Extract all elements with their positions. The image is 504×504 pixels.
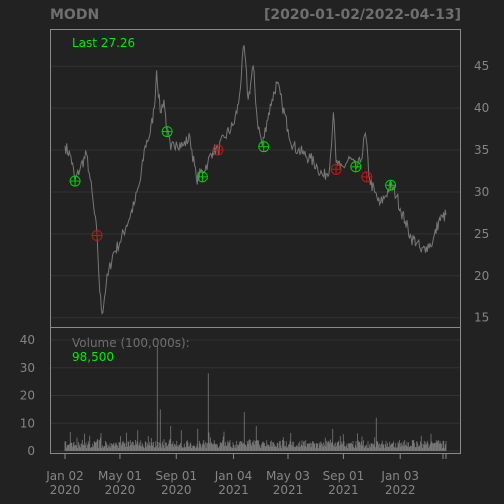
sell-signal-marker xyxy=(361,171,373,183)
volume-tick-label: 30 xyxy=(20,361,35,375)
date-tick-label-month: Jan 04 xyxy=(214,469,253,483)
price-tick-label: 45 xyxy=(474,59,489,73)
price-gridlines xyxy=(51,65,460,319)
sell-signal-marker xyxy=(212,144,224,156)
date-tick-label-month: Jan 02 xyxy=(45,469,84,483)
date-tick-label-month: Sep 01 xyxy=(155,469,197,483)
date-tick-label-month: May 01 xyxy=(98,469,142,483)
date-tick-label-year: 2021 xyxy=(273,483,304,497)
buy-signal-marker xyxy=(69,175,81,187)
price-axis: 15 20 25 30 35 40 45 xyxy=(474,59,489,325)
price-tick-label: 15 xyxy=(474,311,489,325)
price-tick-label: 30 xyxy=(474,185,489,199)
price-line xyxy=(64,45,447,315)
chart-title: MODN xyxy=(50,7,99,23)
buy-signal-marker xyxy=(350,161,362,173)
buy-signal-marker xyxy=(196,171,208,183)
volume-tick-label: 10 xyxy=(20,416,35,430)
date-tick-label-month: May 03 xyxy=(266,469,310,483)
signal-markers xyxy=(69,126,397,242)
price-panel xyxy=(50,29,461,328)
price-tick-label: 25 xyxy=(474,227,489,241)
last-price-label: Last 27.26 xyxy=(72,36,135,50)
date-tick-label-year: 2020 xyxy=(50,483,81,497)
buy-signal-marker xyxy=(161,126,173,138)
date-tick-label-year: 2021 xyxy=(328,483,359,497)
buy-signal-marker xyxy=(258,141,270,153)
price-tick-label: 35 xyxy=(474,143,489,157)
volume-tick-label: 0 xyxy=(27,444,35,458)
date-tick-label-month: Jan 03 xyxy=(380,469,419,483)
price-tick-label: 20 xyxy=(474,269,489,283)
sell-signal-marker xyxy=(330,163,342,175)
volume-axis: 0 10 20 30 40 xyxy=(20,333,35,458)
date-tick-label-month: Sep 01 xyxy=(323,469,365,483)
volume-tick-label: 40 xyxy=(20,333,35,347)
volume-title: Volume (100,000s): xyxy=(72,336,190,350)
volume-last-value: 98,500 xyxy=(72,350,114,364)
buy-signal-marker xyxy=(385,179,397,191)
volume-panel xyxy=(50,327,461,454)
date-tick-label-year: 2022 xyxy=(385,483,416,497)
date-range: [2020-01-02/2022-04-13] xyxy=(264,7,461,23)
date-tick-label-year: 2020 xyxy=(161,483,192,497)
sell-signal-marker xyxy=(91,230,103,242)
date-tick-label-year: 2020 xyxy=(105,483,136,497)
volume-bars xyxy=(64,345,447,451)
price-tick-label: 40 xyxy=(474,101,489,115)
date-tick-label-year: 2021 xyxy=(218,483,249,497)
volume-tick-label: 20 xyxy=(20,389,35,403)
